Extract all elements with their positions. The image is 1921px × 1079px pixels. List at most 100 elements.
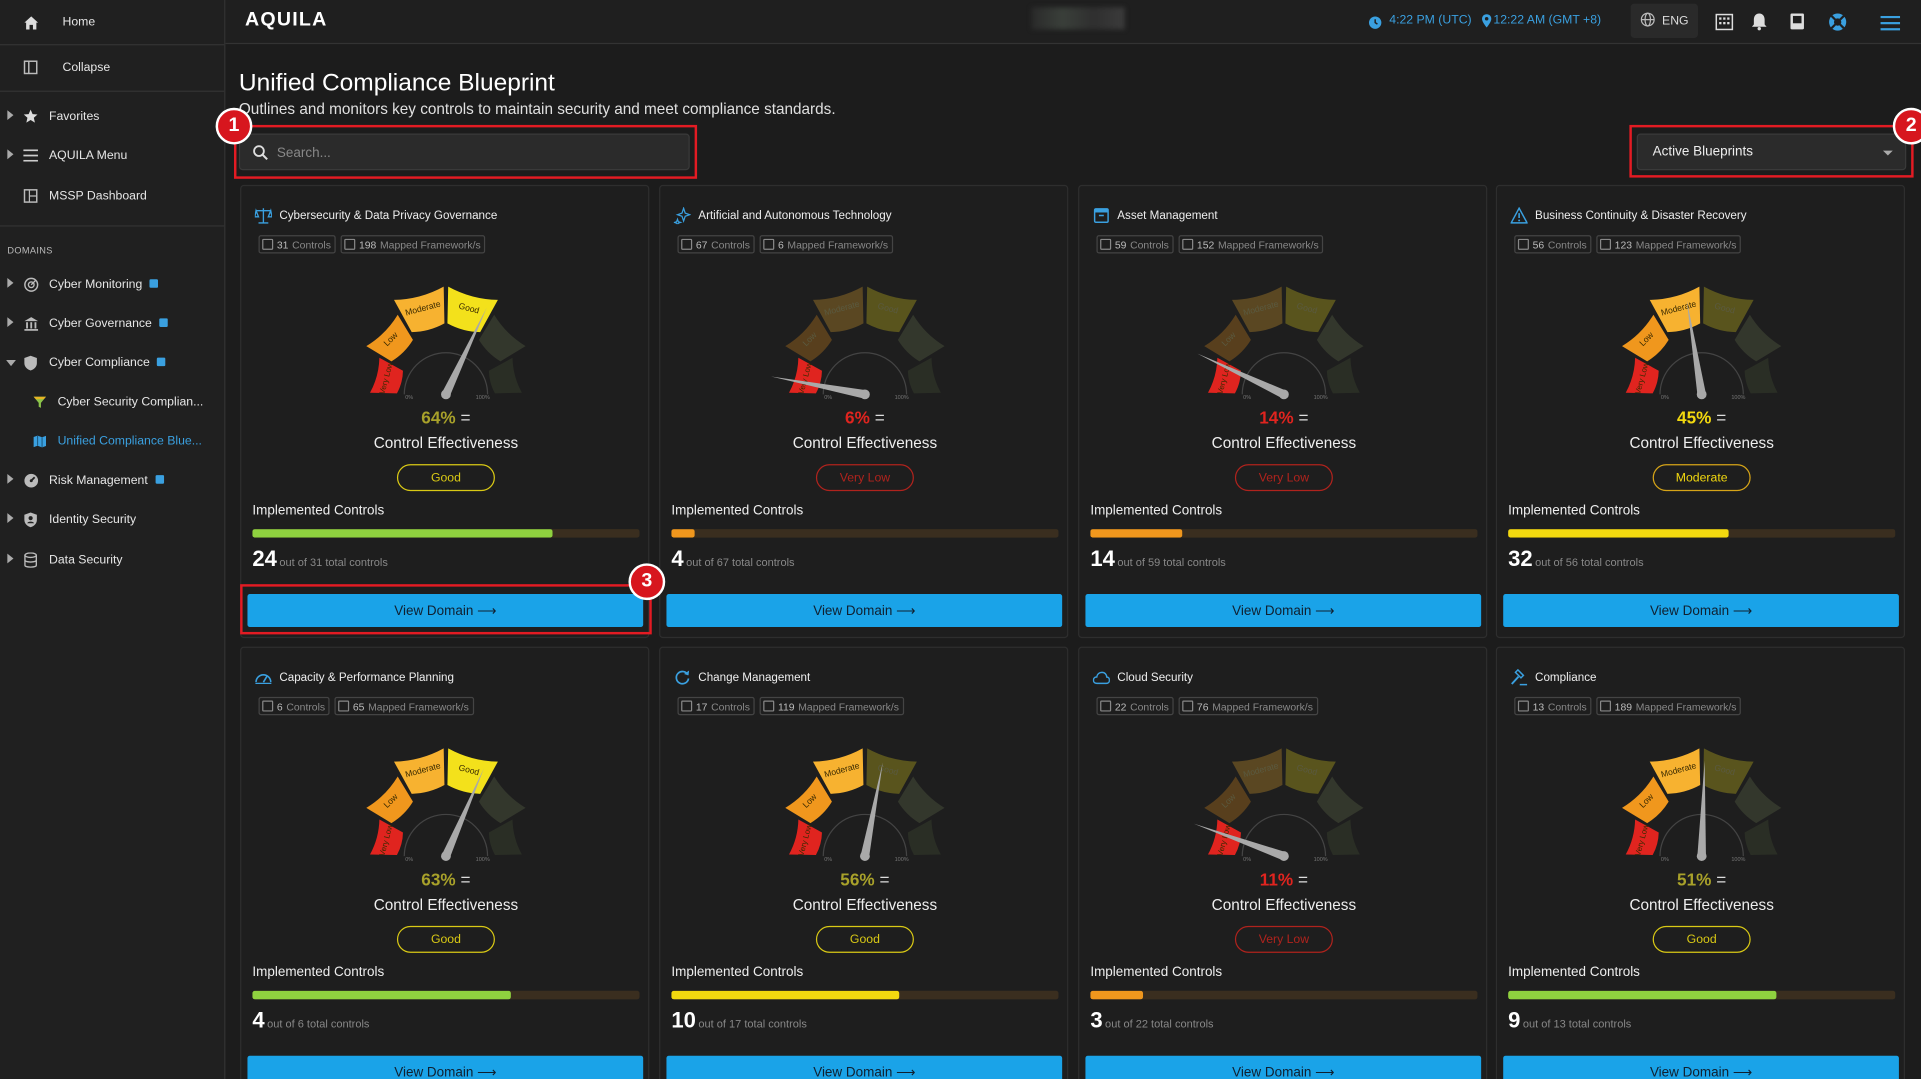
- gauge-segment: [907, 819, 941, 856]
- sidebar-item-data-security[interactable]: Data Security: [0, 543, 224, 577]
- controls-chip: 13 Controls: [1514, 696, 1592, 716]
- sidebar-item-unified-compliance-blueprint[interactable]: Unified Compliance Blue...: [0, 424, 224, 458]
- rating-pill: Good: [815, 925, 914, 953]
- gauge-segment: [1734, 314, 1782, 362]
- view-domain-button[interactable]: View Domain ⟶: [666, 1055, 1063, 1079]
- time-utc: 4:22 PM (UTC): [1389, 13, 1472, 27]
- gauge-max-label: 100%: [476, 857, 490, 863]
- effectiveness-percent: 63%: [421, 869, 456, 890]
- time-local: 12:22 AM (GMT +8): [1493, 13, 1602, 27]
- aquila-logo[interactable]: AQUILA: [245, 9, 328, 31]
- sidebar-home[interactable]: Home: [0, 5, 224, 39]
- gauge-segment: [1703, 748, 1754, 794]
- domain-card-title-text: Asset Management: [1117, 208, 1218, 223]
- gauge-segment: [1285, 286, 1336, 333]
- gauge-segment: [393, 748, 445, 794]
- document-icon: [344, 238, 356, 250]
- gauge-segment: [1649, 286, 1701, 333]
- implemented-count: 3 out of 22 total controls: [1090, 1007, 1214, 1033]
- view-domain-button[interactable]: View Domain ⟶: [247, 593, 644, 628]
- document-icon: [1599, 700, 1612, 712]
- effectiveness-percent-row: 51% =: [1677, 869, 1727, 890]
- topbar: AQUILA 4:22 PM (UTC) 12:22 AM (GMT +8) E…: [225, 0, 1921, 45]
- sidebar-mssp[interactable]: MSSP Dashboard: [0, 179, 224, 213]
- view-domain-button[interactable]: View Domain ⟶: [247, 1055, 644, 1079]
- view-domain-button[interactable]: View Domain ⟶: [1503, 593, 1899, 628]
- domain-card: Compliance 13 Controls 189 Mapped Framewor…: [1495, 646, 1906, 1079]
- gauge-segment: [447, 748, 498, 794]
- domain-card-title-text: Cloud Security: [1117, 670, 1193, 684]
- implemented-controls-label: Implemented Controls: [671, 503, 804, 519]
- sidebar-item-label: Cyber Security Complian...: [57, 394, 204, 409]
- domain-card-title: Cloud Security: [1092, 669, 1193, 686]
- view-domain-button[interactable]: View Domain ⟶: [1085, 593, 1482, 628]
- blueprint-filter-dropdown[interactable]: Active Blueprints: [1636, 133, 1907, 171]
- sidebar-item-cyber-monitoring[interactable]: Cyber Monitoring: [0, 267, 224, 301]
- view-domain-button[interactable]: View Domain ⟶: [666, 593, 1063, 628]
- search-box[interactable]: [238, 133, 690, 171]
- hamburger-menu-icon[interactable]: [1880, 15, 1901, 35]
- gauge-segment: [1326, 357, 1360, 394]
- sidebar-item-label: Cyber Compliance: [49, 356, 166, 369]
- gauge-segment: [1625, 819, 1659, 856]
- domain-card: Business Continuity & Disaster Recovery …: [1495, 184, 1906, 639]
- sidebar-item-cyber-compliance[interactable]: Cyber Compliance: [0, 345, 224, 379]
- blueprint-filter-value: Active Blueprints: [1652, 144, 1754, 160]
- view-domain-button[interactable]: View Domain ⟶: [1085, 1055, 1482, 1079]
- sidebar-item-identity-security[interactable]: Identity Security: [0, 502, 224, 536]
- implemented-progress-fill: [252, 990, 511, 1000]
- list-icon: [262, 238, 274, 250]
- sidebar-item-risk-management[interactable]: Risk Management: [0, 463, 224, 497]
- implemented-progress-bar: [252, 529, 640, 538]
- implemented-count: 9 out of 13 total controls: [1508, 1007, 1632, 1033]
- sidebar-collapse-label: Collapse: [62, 60, 111, 75]
- page-title: Unified Compliance Blueprint: [238, 69, 555, 97]
- control-effectiveness-label: Control Effectiveness: [1211, 434, 1357, 452]
- search-input[interactable]: [276, 142, 669, 165]
- domain-card-title-text: Business Continuity & Disaster Recovery: [1535, 208, 1747, 223]
- gauge-min-label: 0%: [824, 395, 832, 401]
- gauge-needle: [442, 768, 484, 858]
- rating-pill: Very Low: [1234, 925, 1333, 953]
- implemented-progress-fill: [1508, 990, 1776, 1000]
- sidebar-item-label: Data Security: [49, 552, 123, 567]
- controls-chip: 59 Controls: [1096, 235, 1174, 254]
- building-icon[interactable]: [1715, 12, 1735, 32]
- gauge-segment: [1625, 357, 1659, 394]
- radar-icon: [22, 276, 39, 293]
- book-icon[interactable]: [1789, 12, 1809, 32]
- sidebar-item-cyber-security-compliance[interactable]: Cyber Security Complian...: [0, 385, 224, 419]
- implemented-progress-fill: [1090, 990, 1143, 1000]
- implemented-count: 32 out of 56 total controls: [1508, 546, 1644, 571]
- implemented-progress-fill: [1508, 529, 1730, 538]
- sidebar-item-cyber-governance[interactable]: Cyber Governance: [0, 306, 224, 340]
- globe-icon: [1640, 12, 1655, 30]
- rating-pill: Very Low: [815, 464, 914, 492]
- sidebar-collapse[interactable]: Collapse: [0, 50, 224, 84]
- sidebar-aquila-menu[interactable]: AQUILA Menu: [0, 138, 224, 172]
- view-domain-button[interactable]: View Domain ⟶: [1503, 1055, 1899, 1079]
- list-icon: [681, 700, 693, 712]
- gauge-needle: [1686, 300, 1706, 396]
- list-icon: [1100, 700, 1112, 712]
- gauge-icon: [22, 472, 39, 489]
- gauge-segment: [1207, 357, 1241, 394]
- sidebar-home-label: Home: [62, 15, 96, 29]
- domain-card-title-text: Capacity & Performance Planning: [279, 670, 454, 684]
- mapped-frameworks-chip: 6 Mapped Framework/s: [759, 235, 894, 254]
- bell-icon[interactable]: [1751, 12, 1771, 32]
- cloud-icon: [1092, 671, 1110, 685]
- gauge-segment: [478, 314, 526, 362]
- domain-card: Artificial and Autonomous Technology 67 C…: [659, 184, 1069, 639]
- bank-icon: [22, 315, 39, 332]
- lifebuoy-icon[interactable]: [1828, 12, 1848, 32]
- document-icon: [763, 238, 775, 250]
- implemented-count: 10 out of 17 total controls: [671, 1007, 807, 1033]
- language-selector[interactable]: ENG: [1630, 3, 1698, 38]
- control-effectiveness-label: Control Effectiveness: [792, 896, 938, 914]
- sidebar-favorites[interactable]: Favorites: [0, 99, 224, 133]
- domain-card: Asset Management 59 Controls 152 Mapped Fr…: [1078, 184, 1488, 639]
- gauge-segment: [1703, 286, 1754, 333]
